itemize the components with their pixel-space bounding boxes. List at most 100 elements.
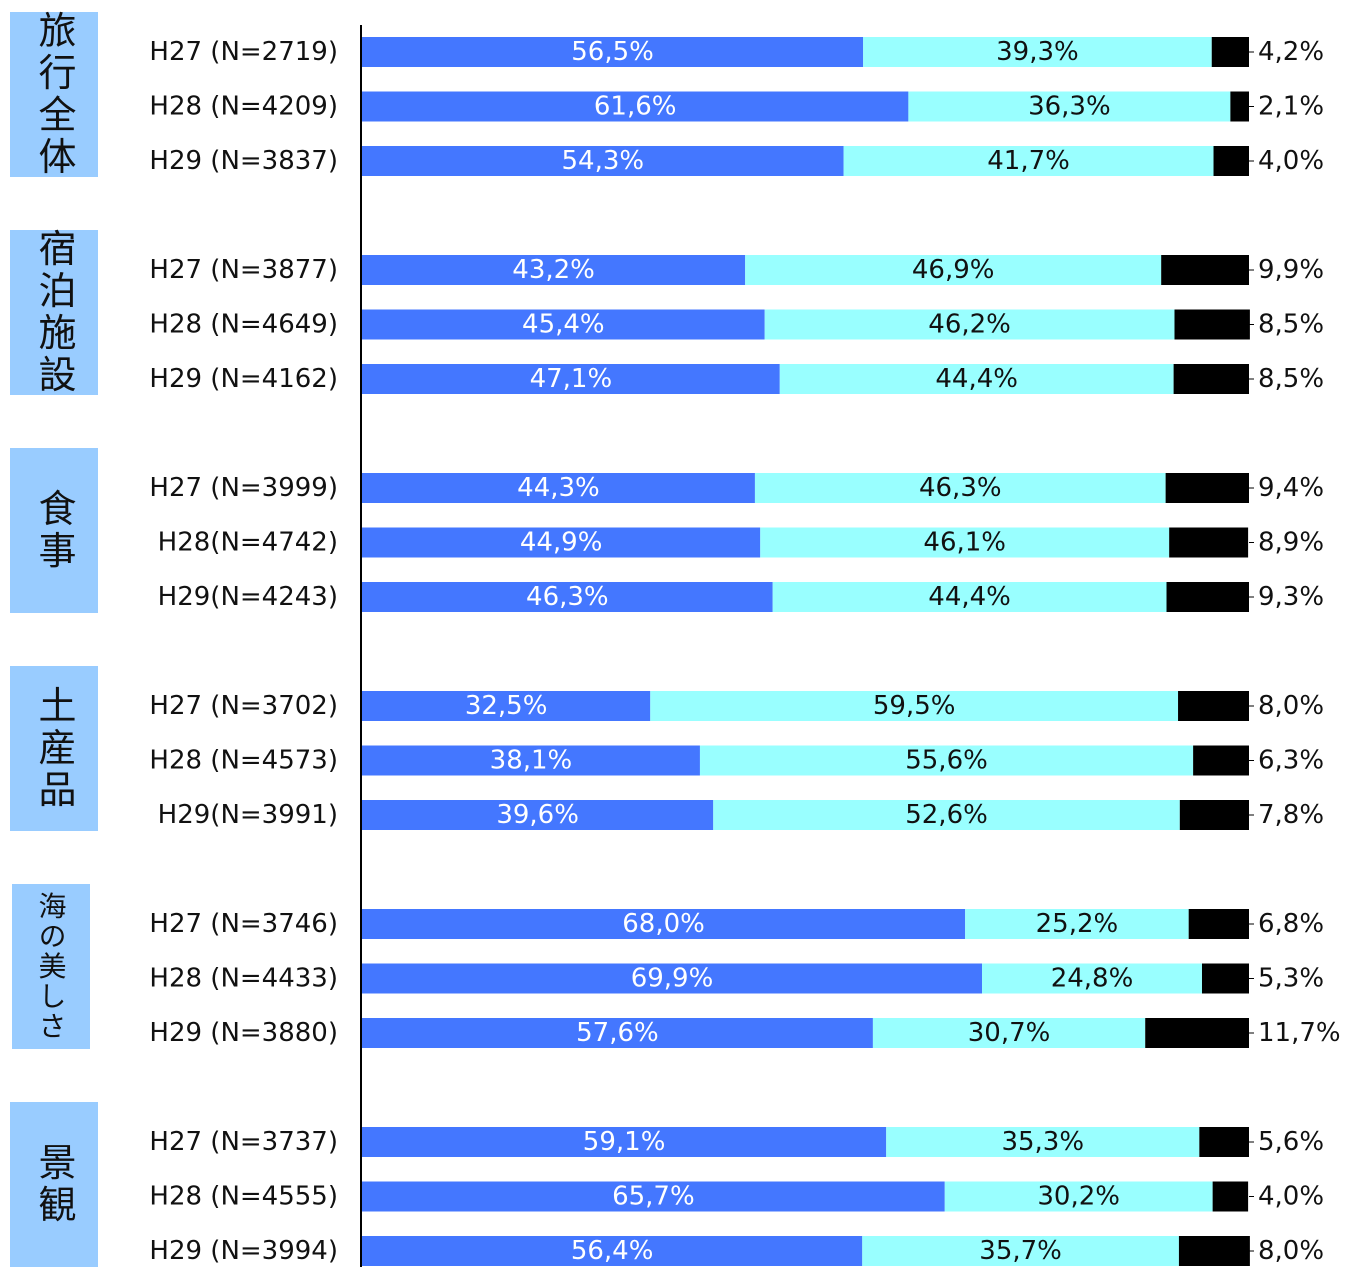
category-label: H29(N=3991) — [158, 800, 338, 830]
bar-segment — [764, 309, 1175, 340]
category-label: H27 (N=3702) — [149, 691, 338, 721]
value-label: 39,3% — [996, 37, 1079, 67]
bar-segment — [1201, 963, 1249, 994]
value-label: 47,1% — [530, 364, 613, 394]
bar-segment — [362, 800, 714, 830]
bar-segment — [1161, 255, 1249, 285]
category-label: H28 (N=4573) — [149, 746, 338, 776]
bar-segment — [362, 1236, 863, 1266]
value-label: 57,6% — [576, 1018, 659, 1048]
bar-segment — [1199, 1127, 1249, 1157]
bar-segment — [1212, 1181, 1249, 1212]
bar-segment — [362, 1181, 945, 1212]
category-label: H27 (N=3746) — [149, 909, 338, 939]
bar-segment — [362, 691, 651, 721]
value-label: 69,9% — [631, 964, 714, 994]
value-label: 32,5% — [465, 691, 548, 721]
group-box — [12, 884, 90, 1049]
category-label: H29 (N=3880) — [149, 1018, 338, 1048]
group-box — [10, 230, 98, 395]
category-label: H28 (N=4209) — [149, 92, 338, 122]
bar-segment — [362, 1127, 887, 1157]
value-label: 30,2% — [1037, 1182, 1120, 1212]
bar-segment — [863, 37, 1212, 67]
bar-segment — [362, 963, 983, 994]
value-label: 9,3% — [1258, 582, 1324, 612]
bar-segment — [872, 1018, 1146, 1048]
category-label: H27 (N=3737) — [149, 1127, 338, 1157]
value-label: 44,3% — [517, 473, 600, 503]
group-label: 食事 — [32, 489, 76, 573]
value-label: 30,7% — [968, 1018, 1051, 1048]
category-label: H29 (N=3994) — [149, 1236, 338, 1266]
group-box — [10, 448, 98, 613]
value-label: 36,3% — [1028, 92, 1111, 122]
bar-segment — [1188, 909, 1249, 939]
value-label: 35,3% — [1001, 1127, 1084, 1157]
value-label: 8,5% — [1258, 364, 1324, 394]
value-label: 8,0% — [1258, 1236, 1324, 1266]
value-label: 46,3% — [526, 582, 609, 612]
bar-segment — [699, 745, 1194, 776]
value-label: 44,4% — [928, 582, 1011, 612]
bar-segment — [362, 146, 844, 176]
value-label: 65,7% — [612, 1182, 695, 1212]
bar-segment — [754, 473, 1166, 503]
value-label: 38,1% — [490, 746, 573, 776]
value-label: 5,6% — [1258, 1127, 1324, 1157]
value-label: 54,3% — [562, 146, 645, 176]
value-label: 46,2% — [928, 310, 1011, 340]
value-label: 4,0% — [1258, 1182, 1324, 1212]
category-label: H29(N=4243) — [158, 582, 338, 612]
category-label: H27 (N=3877) — [149, 255, 338, 285]
value-label: 59,5% — [873, 691, 956, 721]
value-label: 9,9% — [1258, 255, 1324, 285]
category-label: H27 (N=2719) — [149, 37, 338, 67]
bar-segment — [1230, 91, 1249, 122]
value-label: 44,9% — [520, 528, 603, 558]
bar-segment — [362, 37, 864, 67]
category-label: H29 (N=3837) — [149, 146, 338, 176]
value-label: 39,6% — [496, 800, 579, 830]
group-label: 土産品 — [32, 686, 76, 812]
bar-segment — [362, 309, 765, 340]
value-label: 2,1% — [1258, 92, 1324, 122]
bar-segment — [760, 527, 1170, 558]
category-label: H29 (N=4162) — [149, 364, 338, 394]
group-label: 宿泊施設 — [32, 229, 76, 397]
bar-segment — [1211, 37, 1249, 67]
bar-segment — [1173, 364, 1249, 394]
bar-segment — [713, 800, 1180, 830]
bar-segment — [1174, 309, 1250, 340]
bar-segment — [1145, 1018, 1249, 1048]
bar-segment — [772, 582, 1167, 612]
bar-segment — [886, 1127, 1200, 1157]
value-label: 6,8% — [1258, 909, 1324, 939]
bar-segment — [650, 691, 1179, 721]
bar-segment — [362, 745, 700, 776]
bar-segment — [362, 582, 773, 612]
bar-segment — [1193, 745, 1249, 776]
bar-segment — [862, 1236, 1179, 1266]
value-label: 35,7% — [979, 1236, 1062, 1266]
bar-segment — [1178, 691, 1249, 721]
bar-segment — [843, 146, 1214, 176]
value-label: 43,2% — [512, 255, 595, 285]
bar-segment — [362, 909, 966, 939]
value-label: 46,3% — [919, 473, 1002, 503]
category-label: H28 (N=4555) — [149, 1182, 338, 1212]
group-box — [10, 666, 98, 831]
value-label: 55,6% — [905, 746, 988, 776]
category-label: H28 (N=4433) — [149, 964, 338, 994]
bar-segment — [362, 255, 746, 285]
value-label: 5,3% — [1258, 964, 1324, 994]
value-label: 68,0% — [622, 909, 705, 939]
value-label: 6,3% — [1258, 746, 1324, 776]
value-label: 46,9% — [912, 255, 995, 285]
bar-segment — [1213, 146, 1249, 176]
bar-segment — [1165, 473, 1249, 503]
value-label: 7,8% — [1258, 800, 1324, 830]
value-label: 24,8% — [1051, 964, 1134, 994]
category-label: H28 (N=4649) — [149, 310, 338, 340]
